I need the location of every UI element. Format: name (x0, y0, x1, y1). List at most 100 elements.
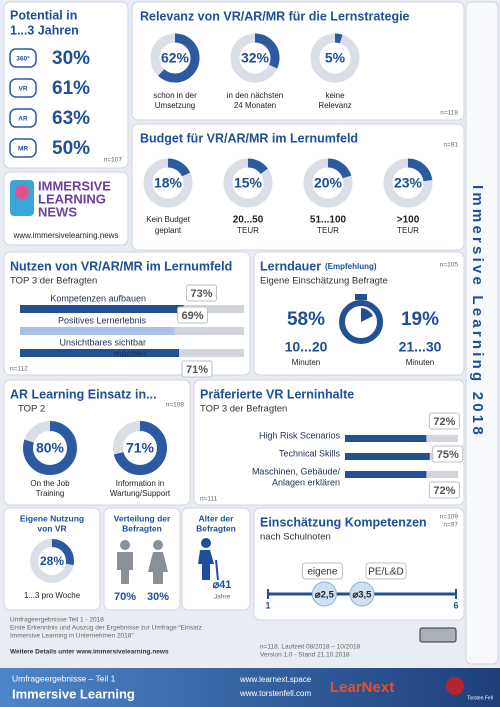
note: Umfrageergebnisse Teil 1 - 2018 (10, 617, 104, 624)
sample-size: n=111 (200, 496, 218, 503)
donut-label: 32% (241, 50, 270, 66)
side-title: Immersive Learning 2018 (469, 185, 486, 438)
logo-text: IMMERSIVE (38, 178, 111, 193)
note-details: Weitere Details unter www.immersivelearn… (10, 649, 169, 656)
logo-text: LEARNING (38, 191, 106, 206)
icon-label: VR (18, 86, 27, 93)
note: Immersive Learning in Unternehmen 2018” (10, 633, 134, 640)
sample-size: n=112 (10, 366, 28, 373)
score-marker (311, 581, 337, 607)
callout-box (428, 412, 460, 430)
donut-caption: 20...50 (233, 215, 264, 226)
stopwatch-icon (361, 308, 373, 322)
donut-caption: in den nächsten (227, 91, 284, 100)
score-label: ⌀3,5 (353, 590, 373, 601)
section-title: Potential in (10, 8, 77, 22)
bar-label: Anlagen erklären (272, 477, 340, 487)
donut-caption: keine (325, 91, 345, 100)
duration-range: 21...30 (399, 339, 442, 355)
panel (3, 251, 251, 376)
potential-value: 63% (52, 108, 90, 129)
brand-logo: LearNext (330, 679, 394, 696)
potential-value: 30% (52, 48, 90, 69)
panel (253, 507, 465, 621)
bar-label: Maschinen, Gebäude/ (252, 466, 341, 476)
section-subtitle: Eigene Einschätzung Befragte (260, 276, 388, 287)
donut-label: 71% (126, 440, 155, 456)
scale-label: 1 (265, 600, 270, 610)
icon (9, 108, 37, 128)
section-title: Alter der (199, 513, 235, 523)
donut-label: 5% (325, 50, 346, 66)
gender-share: 70% (114, 591, 136, 603)
donut-caption: On the Job (30, 479, 70, 488)
bar-label: Kompetenzen aufbauen (50, 293, 146, 303)
icon (9, 138, 37, 158)
note-meta: Version 1.0 - Stand 21.10.2018 (260, 652, 350, 659)
donut-caption: Relevanz (318, 101, 351, 110)
age-unit: Jahre (214, 594, 231, 601)
panel (131, 1, 465, 121)
donut-caption: 51...100 (310, 215, 347, 226)
panel (103, 507, 181, 611)
license-badge (419, 627, 457, 643)
bar (20, 327, 175, 335)
callout-box (177, 306, 209, 324)
donut-label: 80% (36, 440, 65, 456)
section-title: von VR (37, 523, 66, 533)
donut-caption: TEUR (317, 226, 339, 235)
donut-caption: schon in der (153, 91, 197, 100)
panel (3, 171, 129, 246)
duration-share: 58% (287, 309, 325, 330)
bar-value-label: 73% (191, 288, 213, 300)
duration-unit: Minuten (292, 358, 320, 367)
bar (345, 453, 430, 460)
section-subtitle: TOP 3 der Befragten (10, 276, 97, 287)
section-title: Lerndauer (260, 259, 321, 273)
donut-caption: geplant (155, 226, 182, 235)
section-title: Befragten (122, 523, 162, 533)
donut-arc (143, 158, 193, 208)
stopwatch-icon (355, 294, 367, 300)
donut-caption: TEUR (237, 226, 259, 235)
section-title: Einschätzung Kompetenzen (260, 515, 427, 529)
potential-value: 61% (52, 78, 90, 99)
sample-size: n=118 (440, 110, 458, 117)
person-icon (198, 550, 214, 580)
sample-size: n=105 (440, 262, 459, 269)
logo-url: www.immersivelearning.news (13, 231, 119, 240)
bar (20, 305, 184, 313)
section-title: Nutzen von VR/AR/MR im Lernumfeld (10, 259, 232, 273)
bar-label: High Risk Scenarios (259, 430, 341, 440)
section-title: Eigene Nutzung (20, 513, 84, 523)
duration-unit: Minuten (406, 358, 434, 367)
donut-caption: >100 (397, 215, 420, 226)
side-strip (465, 1, 499, 665)
bar-label: Positives Lernerlebnis (58, 315, 147, 325)
partner-icon (446, 677, 464, 695)
donut-label: 62% (161, 50, 190, 66)
bar-value-label: 72% (433, 416, 455, 428)
panel (131, 123, 465, 251)
section-subtitle: TOP 2 (18, 404, 45, 415)
gender-share: 30% (147, 591, 169, 603)
sample-size: n=108 (166, 402, 185, 409)
logo-text: NEWS (38, 204, 77, 219)
score-name: PE/L&D (368, 567, 404, 578)
sample-size: n=109 (440, 514, 459, 521)
panel (181, 507, 251, 611)
sample-size: n=107 (104, 157, 123, 164)
icon-label: 360° (16, 55, 30, 63)
callout-box (428, 481, 460, 499)
section-title: Befragten (196, 523, 236, 533)
title-note: (Empfehlung) (325, 262, 377, 271)
bar-label: Technical Skills (279, 448, 341, 458)
person-icon (120, 540, 130, 550)
section-title: Präferierte VR Lerninhalte (200, 387, 354, 401)
scale-label: 6 (453, 600, 458, 610)
age-value: ⌀41 (213, 579, 232, 591)
icon-label: MR (18, 146, 28, 153)
